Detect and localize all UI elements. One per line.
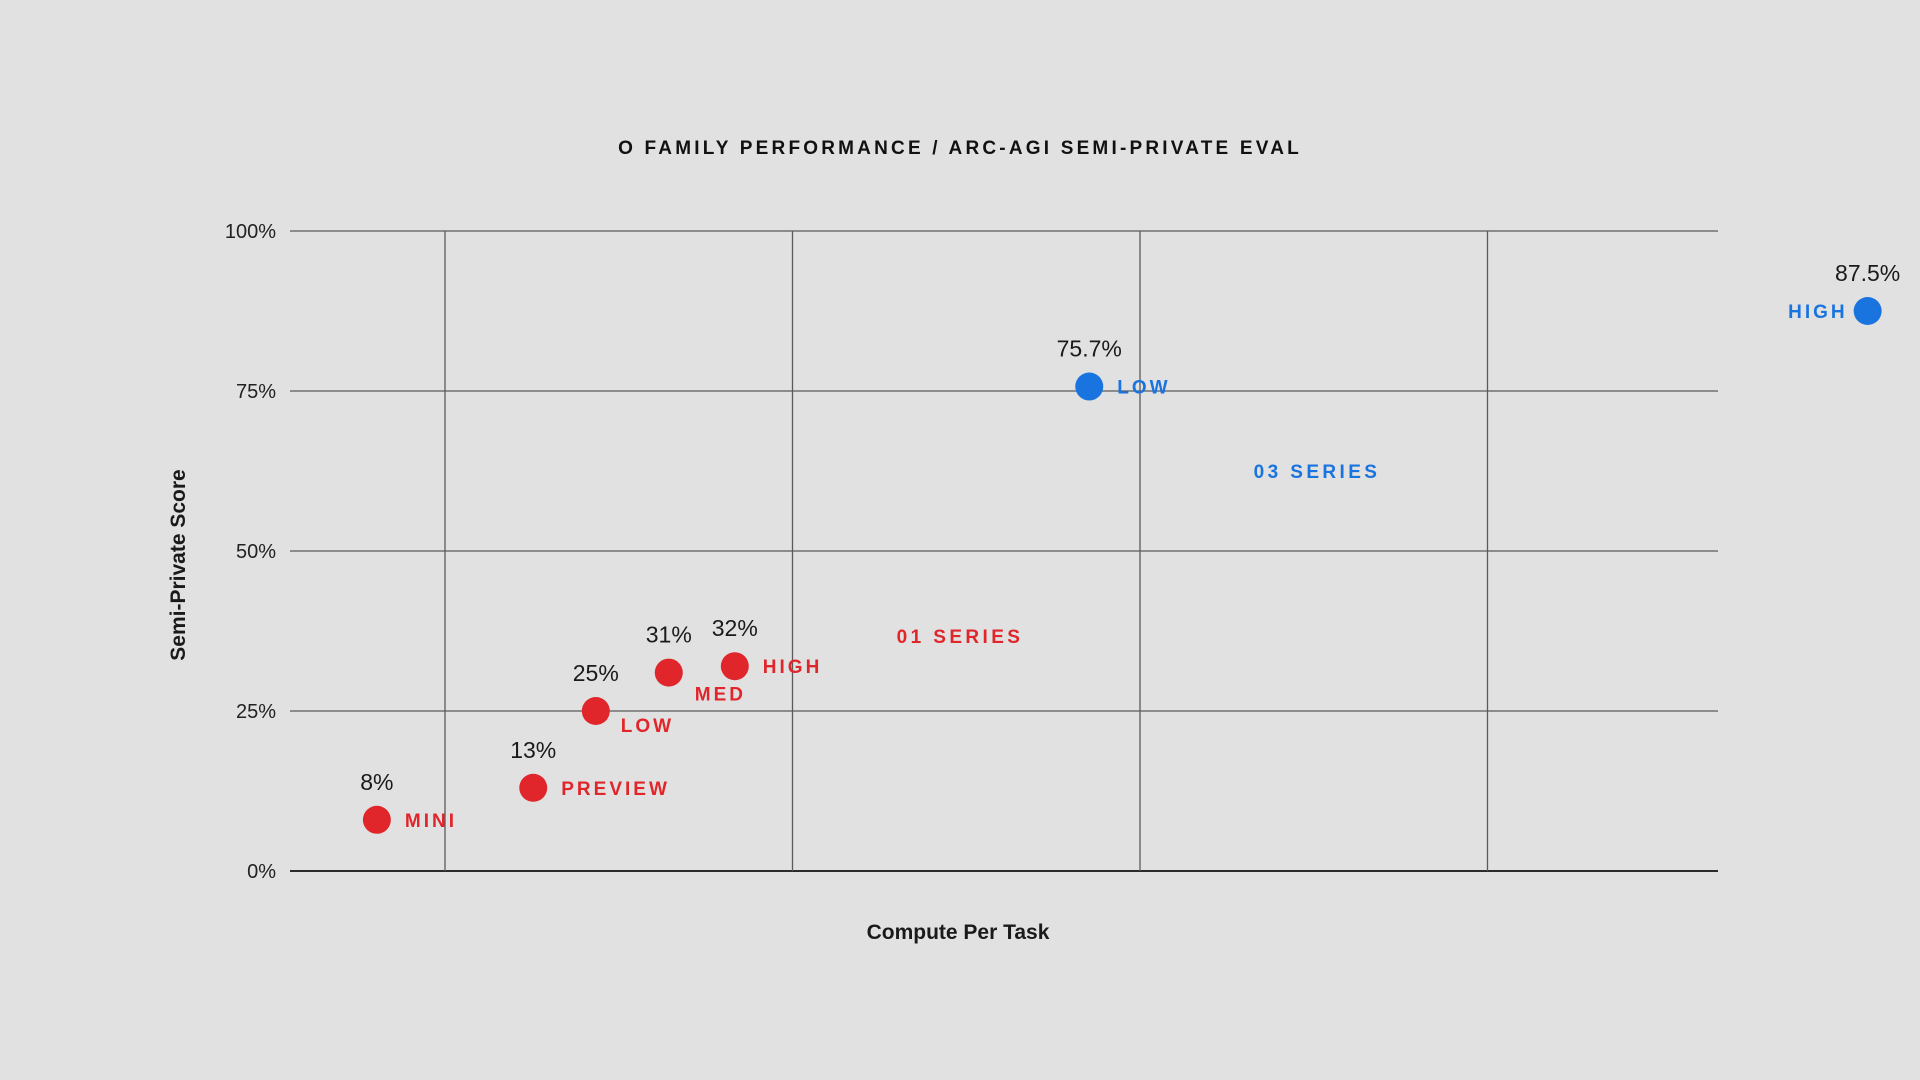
data-point-label: HIGH [1788,302,1848,323]
data-points: 8%MINI13%PREVIEW25%LOW31%MED32%HIGH75.7%… [360,260,1900,834]
y-tick-label: 75% [236,381,276,403]
data-value-label: 87.5% [1835,260,1900,286]
data-point-label: HIGH [763,657,823,678]
data-value-label: 31% [646,622,692,648]
y-axis-label: Semi-Private Score [167,469,190,660]
data-value-label: 25% [573,660,619,686]
data-value-label: 75.7% [1057,336,1122,362]
data-point [519,773,548,802]
data-point [1075,372,1104,401]
data-point [581,697,610,725]
grid [290,230,1718,872]
data-point-label: PREVIEW [561,779,670,800]
data-value-label: 13% [510,737,556,763]
chart-title: O FAMILY PERFORMANCE / ARC-AGI SEMI-PRIV… [618,138,1302,159]
data-value-label: 8% [360,769,393,795]
data-point [720,652,749,681]
data-point [654,658,683,687]
data-point-label: LOW [1117,378,1170,399]
series-name-label: 01 SERIES [897,627,1024,648]
y-tick-label: 25% [236,701,276,723]
data-point [1853,297,1882,325]
data-point [362,805,391,834]
data-value-label: 32% [712,615,758,641]
series-name-label: 03 SERIES [1254,462,1381,483]
data-point-label: MED [695,685,746,706]
y-tick-label: 50% [236,541,276,563]
y-axis-ticks: 0% 25% 50% 75% 100% [225,221,276,883]
series-labels: 01 SERIES 03 SERIES [897,462,1381,648]
x-axis-label: Compute Per Task [867,921,1050,944]
data-point-label: LOW [621,716,674,737]
data-point-label: MINI [405,811,457,832]
y-tick-label: 100% [225,221,276,243]
y-tick-label: 0% [247,861,276,883]
